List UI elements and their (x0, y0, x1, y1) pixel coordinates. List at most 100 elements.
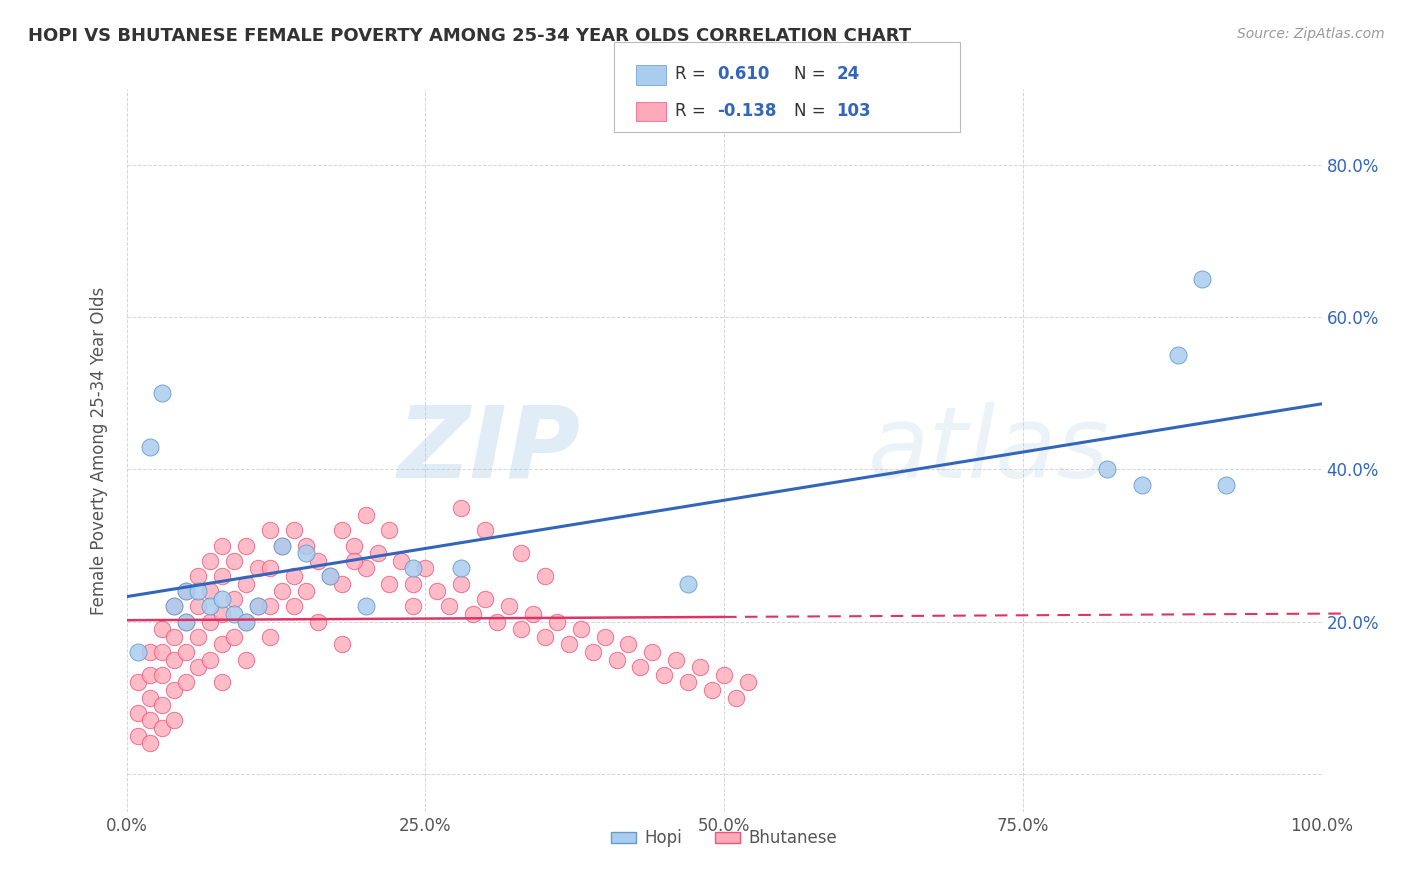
Point (522, 607, 544, 621)
Point (450, 561, 472, 575)
Point (187, 599, 209, 614)
Point (235, 615, 257, 629)
Point (330, 524, 353, 538)
Point (509, 546, 531, 560)
Point (174, 645, 197, 659)
Point (343, 554, 366, 568)
Point (713, 668, 735, 682)
Point (294, 546, 316, 560)
Point (200, 599, 222, 614)
Point (318, 569, 342, 583)
Point (222, 607, 246, 621)
Point (474, 591, 496, 606)
Text: 0.610: 0.610 (717, 65, 769, 83)
Point (1215, 477, 1237, 491)
Point (652, 668, 675, 682)
Point (150, 622, 174, 636)
Point (174, 675, 197, 690)
Point (546, 615, 568, 629)
Point (330, 576, 353, 591)
Point (628, 660, 651, 674)
Text: N =: N = (794, 102, 831, 120)
Point (235, 539, 257, 553)
Text: -0.138: -0.138 (717, 102, 776, 120)
Point (378, 524, 401, 538)
Point (200, 554, 222, 568)
Point (150, 668, 174, 682)
Point (557, 637, 581, 651)
Point (391, 554, 413, 568)
Point (1191, 272, 1213, 286)
Point (593, 630, 616, 644)
Point (211, 637, 233, 651)
Point (187, 584, 209, 599)
Point (174, 615, 197, 629)
Point (200, 584, 222, 599)
Point (617, 637, 640, 651)
Point (283, 569, 305, 583)
Point (509, 622, 531, 636)
Point (689, 660, 711, 674)
Point (200, 615, 222, 629)
Text: 103: 103 (837, 102, 872, 120)
Point (139, 714, 162, 728)
Point (163, 652, 186, 666)
Text: N =: N = (794, 65, 831, 83)
Point (187, 660, 209, 674)
Point (294, 584, 316, 599)
Point (582, 645, 605, 659)
Point (737, 675, 759, 690)
Point (163, 630, 186, 644)
Legend: Hopi, Bhutanese: Hopi, Bhutanese (605, 822, 844, 854)
Point (413, 561, 436, 575)
Point (200, 652, 222, 666)
Point (259, 561, 281, 575)
Point (235, 576, 257, 591)
Point (283, 524, 305, 538)
Point (378, 576, 401, 591)
Point (163, 714, 186, 728)
Point (222, 554, 246, 568)
Point (725, 690, 748, 705)
Point (211, 591, 233, 606)
Point (402, 576, 425, 591)
Point (139, 736, 162, 750)
Point (127, 729, 149, 743)
Point (307, 554, 329, 568)
Point (270, 539, 294, 553)
Point (211, 607, 233, 621)
Point (127, 675, 149, 690)
Point (676, 675, 699, 690)
Point (187, 630, 209, 644)
Point (605, 652, 627, 666)
Point (676, 576, 699, 591)
Point (307, 615, 329, 629)
Point (354, 561, 377, 575)
Point (127, 645, 149, 659)
Text: R =: R = (675, 102, 711, 120)
Point (163, 683, 186, 698)
Point (461, 607, 484, 621)
Point (259, 599, 281, 614)
Point (139, 690, 162, 705)
Point (665, 652, 688, 666)
Point (235, 615, 257, 629)
Point (498, 599, 520, 614)
Point (533, 630, 555, 644)
Point (343, 539, 366, 553)
Point (486, 615, 509, 629)
Point (174, 584, 197, 599)
Point (270, 584, 294, 599)
Point (450, 500, 472, 515)
Text: HOPI VS BHUTANESE FEMALE POVERTY AMONG 25-34 YEAR OLDS CORRELATION CHART: HOPI VS BHUTANESE FEMALE POVERTY AMONG 2… (28, 27, 911, 45)
Text: Source: ZipAtlas.com: Source: ZipAtlas.com (1237, 27, 1385, 41)
Point (139, 440, 162, 454)
Point (174, 584, 197, 599)
Point (426, 584, 449, 599)
Point (127, 706, 149, 720)
Point (402, 599, 425, 614)
Point (150, 698, 174, 713)
Point (1167, 348, 1189, 362)
Point (247, 561, 270, 575)
Point (533, 569, 555, 583)
